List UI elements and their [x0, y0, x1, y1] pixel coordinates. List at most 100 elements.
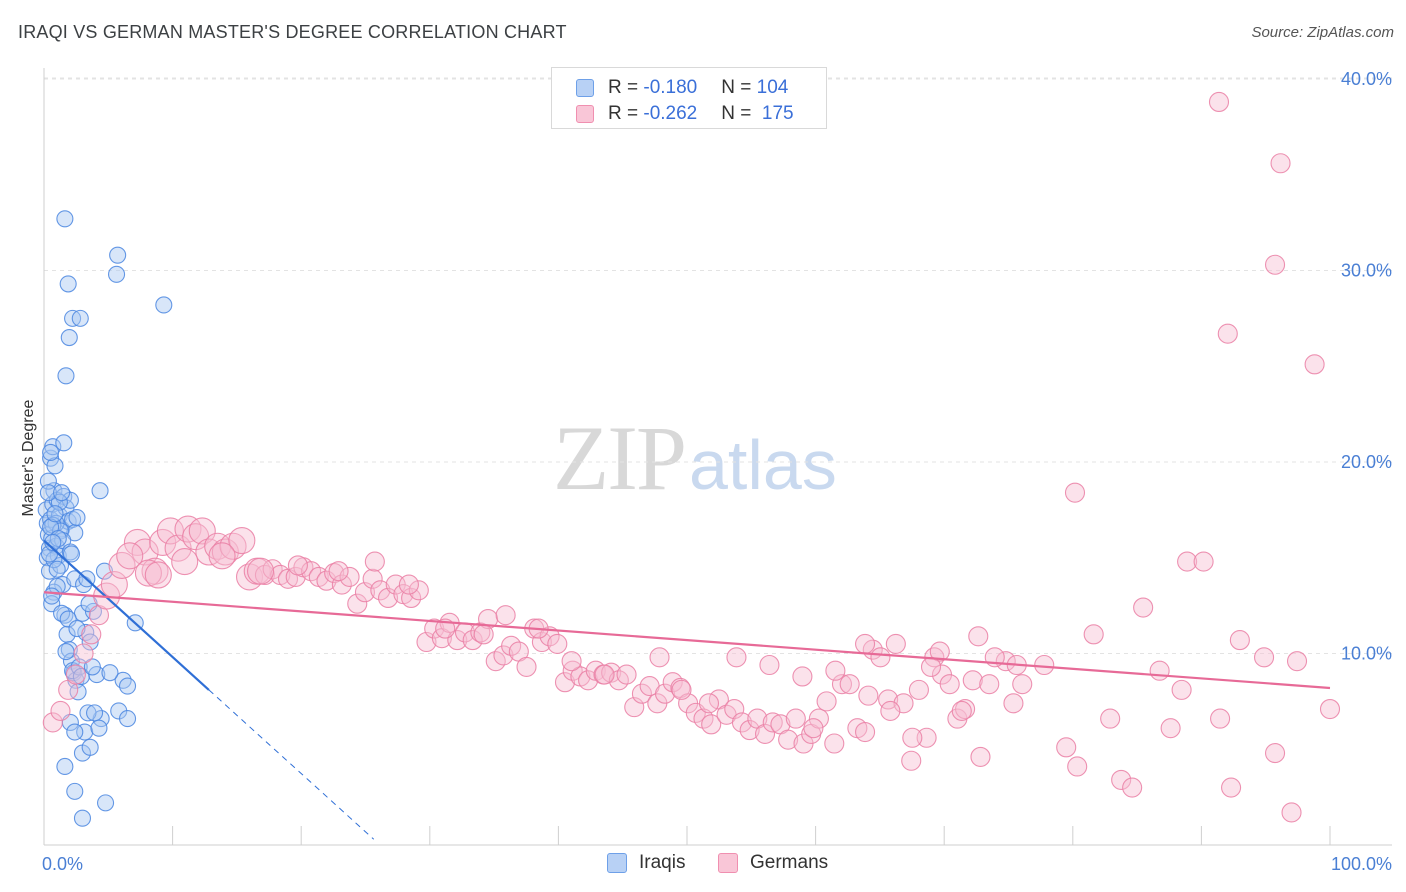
german-point: [364, 551, 385, 572]
iraqi-point: [114, 671, 132, 689]
iraqi-trendline: [43, 539, 210, 691]
german-point: [870, 647, 891, 668]
german-point: [759, 654, 780, 676]
german-point: [1210, 708, 1231, 729]
legend-item-germans[interactable]: Germans: [718, 852, 828, 874]
german-point: [408, 580, 429, 601]
x-tick-label: 100.0%: [1331, 854, 1392, 874]
series-legend: Iraqis Germans: [0, 852, 1406, 878]
german-point: [134, 559, 162, 587]
german-point: [855, 633, 876, 654]
german-point: [916, 727, 937, 748]
german-point: [616, 664, 637, 685]
iraqi-point: [66, 782, 84, 800]
german-point: [701, 714, 722, 735]
german-point: [654, 683, 676, 704]
german-point: [1067, 756, 1088, 777]
y-tick-label: 20.0%: [1341, 452, 1392, 472]
german-point: [339, 566, 360, 587]
y-axis-label: Master's Degree: [20, 399, 37, 516]
german-point: [1264, 743, 1286, 764]
german-point: [979, 674, 1000, 695]
german-point: [1193, 551, 1214, 572]
watermark: ZIPatlas: [553, 405, 837, 511]
german-point: [831, 674, 853, 695]
iraqi-point: [101, 664, 119, 682]
german-point: [920, 656, 942, 677]
iraqi-point: [109, 246, 127, 264]
german-point: [649, 647, 670, 668]
iraqi-point: [68, 620, 86, 638]
iraqi-point: [107, 265, 126, 283]
legend-n-label: N =: [721, 103, 757, 124]
german-point: [1122, 777, 1143, 798]
iraqi-point: [81, 738, 99, 756]
iraqi-point: [73, 809, 92, 827]
iraqi-point: [56, 757, 74, 776]
german-point: [516, 656, 537, 677]
iraqi-point: [45, 551, 63, 569]
iraqi-point: [60, 328, 78, 347]
german-point: [885, 633, 906, 654]
iraqi-point: [71, 309, 89, 327]
german-point: [1149, 660, 1170, 681]
iraqi-point: [42, 443, 60, 461]
legend-n-value: 175: [756, 103, 794, 124]
legend-swatch-iraqis: [576, 79, 594, 97]
iraqi-point: [90, 719, 108, 737]
german-point: [808, 708, 829, 729]
german-point: [739, 720, 760, 741]
iraqi-point: [155, 296, 173, 314]
german-point: [539, 626, 560, 647]
german-point: [762, 712, 783, 733]
german-point: [929, 641, 950, 662]
german-point: [42, 712, 63, 733]
iraqi-point: [59, 610, 77, 628]
stats-legend: R = -0.180 N = 104 R = -0.262 N = 175: [551, 67, 827, 129]
iraqi-point: [68, 508, 86, 527]
german-point: [1286, 651, 1308, 672]
german-point: [211, 538, 239, 566]
german-point: [1083, 624, 1104, 645]
german-point: [328, 561, 349, 582]
german-point: [855, 721, 876, 743]
german-point: [1003, 693, 1024, 714]
german-point: [1254, 647, 1275, 668]
german-point: [219, 532, 247, 560]
german-point: [561, 651, 582, 672]
german-point: [1281, 802, 1302, 823]
german-point: [1229, 630, 1250, 651]
german-trendline: [43, 591, 1331, 690]
german-point: [858, 685, 879, 706]
german-point: [347, 593, 368, 614]
german-point: [970, 746, 991, 767]
german-point: [1171, 679, 1192, 700]
y-tick-label: 40.0%: [1341, 69, 1392, 89]
iraqi-point: [118, 677, 137, 695]
watermark-atlas: atlas: [689, 426, 837, 504]
legend-label-iraqis: Iraqis: [639, 852, 686, 873]
iraqi-point: [53, 484, 71, 502]
german-point: [228, 526, 256, 555]
legend-r-value: -0.180: [643, 77, 698, 98]
german-point: [1270, 153, 1291, 174]
german-point: [955, 698, 976, 720]
iraqi-point: [56, 210, 74, 228]
german-point: [435, 618, 456, 639]
german-point: [824, 733, 845, 754]
german-point: [174, 515, 202, 543]
german-point: [631, 683, 652, 704]
legend-r-label: R =: [608, 103, 644, 124]
german-point: [1217, 323, 1238, 344]
iraqi-point: [118, 710, 137, 728]
german-point: [144, 561, 172, 589]
german-point: [88, 605, 110, 626]
german-point: [1034, 654, 1055, 676]
german-point: [478, 608, 499, 630]
legend-item-iraqis[interactable]: Iraqis: [607, 852, 685, 874]
legend-n-label: N =: [721, 77, 757, 98]
iraqi-point: [48, 560, 66, 578]
legend-row-germans: R = -0.262 N = 175: [576, 102, 794, 126]
german-point: [554, 672, 576, 693]
